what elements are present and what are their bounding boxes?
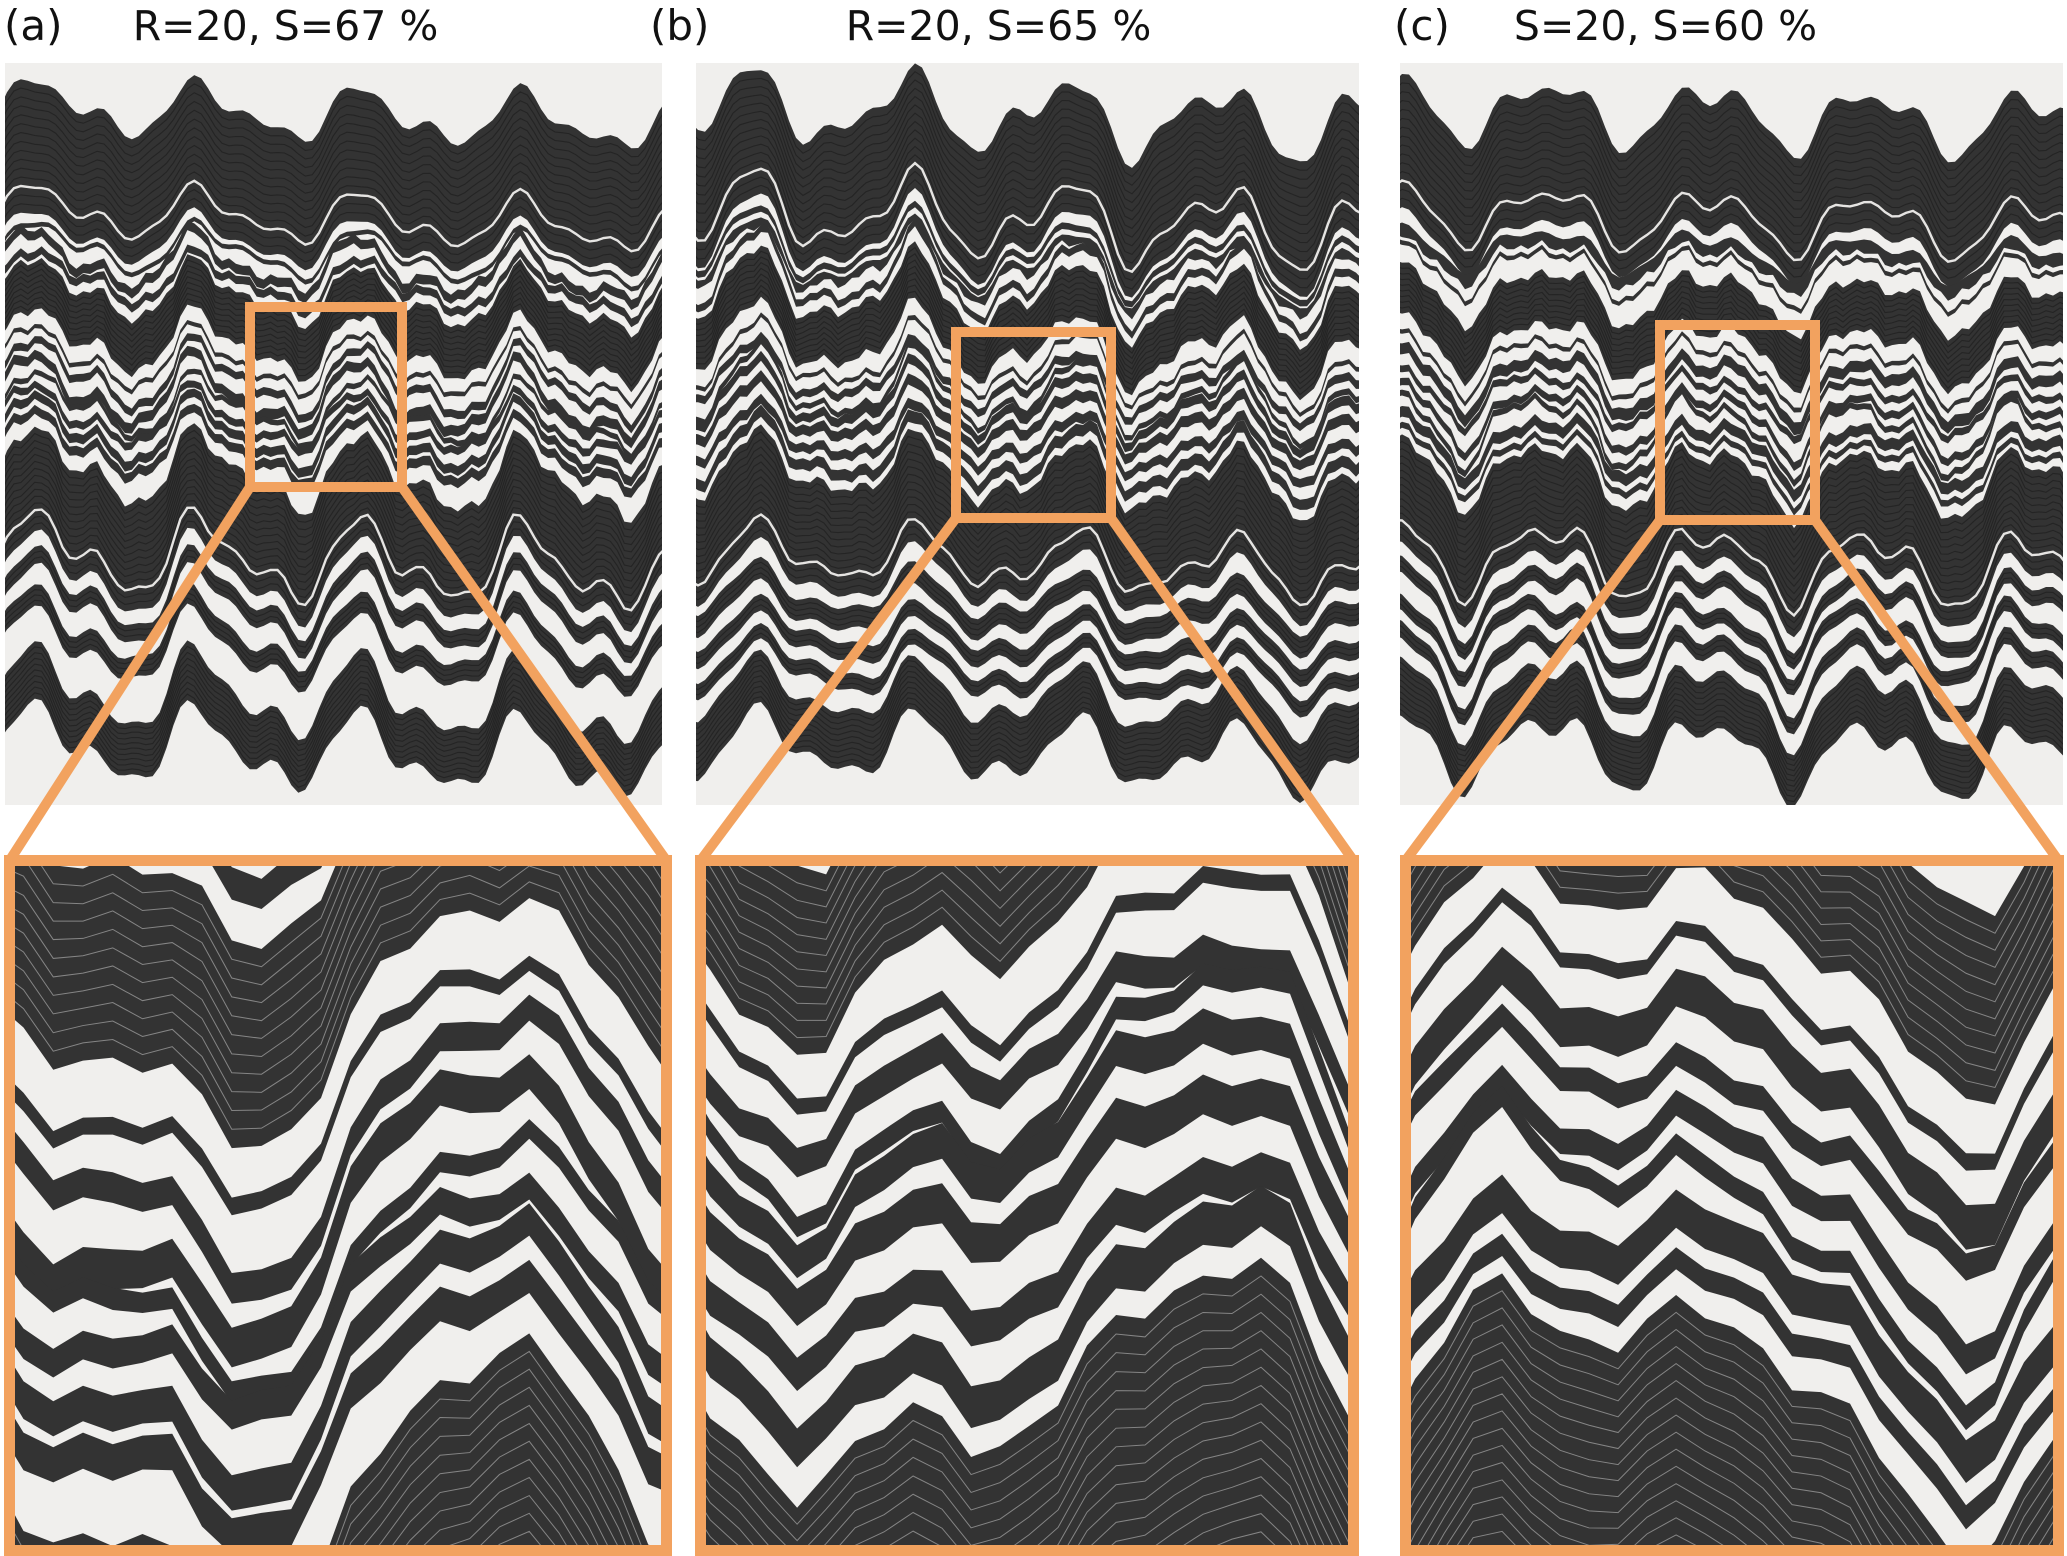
panel-title-b: R=20, S=65 % bbox=[845, 2, 1152, 50]
panel-label-b: (b) bbox=[650, 1, 710, 50]
zoom-pattern-b bbox=[706, 866, 1348, 1545]
panel-b-overview bbox=[696, 63, 1359, 805]
zoom-pattern-c bbox=[1411, 866, 2053, 1545]
panel-a-zoom-view bbox=[4, 855, 672, 1556]
panel-label-c: (c) bbox=[1394, 1, 1450, 50]
zoom-pattern-a bbox=[15, 866, 661, 1545]
panel-label-a: (a) bbox=[4, 1, 63, 50]
panel-a-overview bbox=[5, 63, 662, 805]
panel-title-c: S=20, S=60 % bbox=[1513, 2, 1818, 50]
wave-pattern-c bbox=[1400, 63, 2063, 805]
wave-pattern-a bbox=[5, 63, 662, 805]
wave-pattern-b bbox=[696, 63, 1359, 805]
panel-c-zoom-view bbox=[1400, 855, 2064, 1556]
panel-title-a: R=20, S=67 % bbox=[132, 2, 439, 50]
panel-b-zoom-view bbox=[695, 855, 1359, 1556]
panel-c-overview bbox=[1400, 63, 2063, 805]
